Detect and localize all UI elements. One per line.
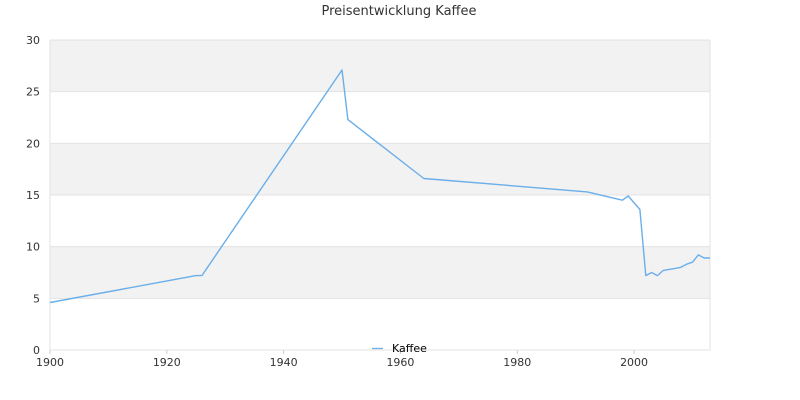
y-tick-label: 25 [26,86,40,99]
y-tick-label: 10 [26,241,40,254]
legend-label-kaffee: Kaffee [392,342,427,355]
y-tick-label: 20 [26,137,40,150]
legend: Kaffee [372,342,427,355]
y-tick-label: 15 [26,189,40,202]
x-tick-label: 1940 [270,356,298,369]
plot-band [50,143,710,195]
plot-band [50,40,710,92]
y-tick-label: 0 [33,344,40,357]
series-line-kaffee [49,69,710,304]
x-tick-label: 1900 [36,356,64,369]
y-tick-label: 5 [33,292,40,305]
plot-bands [50,40,710,299]
x-axis-ticks: 1900 1920 1940 1960 1980 2000 [36,350,648,369]
y-tick-label: 30 [26,34,40,47]
plot-band [50,246,710,299]
series-lines [49,69,710,304]
chart-title: Preisentwicklung Kaffee [322,4,477,19]
x-tick-label: 2000 [620,356,648,369]
plot-frame [49,39,711,351]
y-axis-ticks: 0 5 10 15 20 25 30 [26,34,40,357]
x-tick-label: 1980 [503,356,531,369]
x-tick-label: 1960 [386,356,414,369]
x-tick-label: 1920 [153,356,181,369]
